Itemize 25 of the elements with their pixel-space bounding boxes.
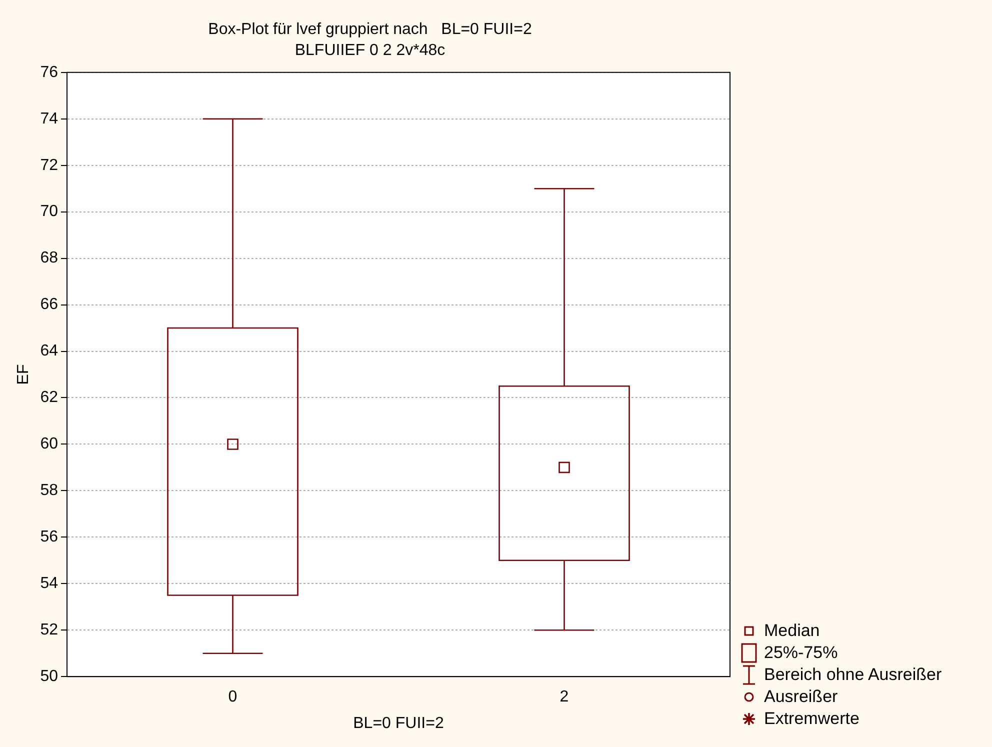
y-tick-label: 64 (40, 342, 58, 360)
x-axis-title: BL=0 FUII=2 (353, 714, 444, 732)
y-tick-label: 72 (40, 156, 58, 174)
text: Bereich ohne Ausreißer (764, 664, 942, 686)
y-tick-label: 74 (40, 110, 58, 128)
x-tick-label: 0 (228, 688, 238, 706)
y-tick-label: 50 (40, 668, 58, 686)
y-tick-label: 60 (40, 436, 58, 453)
y-axis-title: EF (15, 364, 32, 385)
y-tick-label: 68 (40, 250, 58, 267)
text: Median (764, 620, 820, 642)
y-tick-label: 70 (40, 203, 58, 220)
y-tick-label: 54 (40, 575, 58, 592)
text: Ausreißer (764, 686, 838, 708)
text: 25%-75% (764, 642, 838, 664)
y-tick-label: 76 (40, 64, 58, 81)
y-tick-label: 56 (40, 528, 58, 546)
y-tick-label: 66 (40, 296, 58, 314)
chart-subtitle: BLFUIIEF 0 2 2v*48c (294, 42, 446, 60)
y-tick-label: 58 (40, 482, 58, 500)
y-tick-label: 62 (40, 389, 58, 406)
text: Extremwerte (764, 708, 860, 730)
x-tick-label: 2 (560, 688, 569, 706)
y-tick-label: 52 (40, 622, 58, 639)
chart-title: Box-Plot für lvef gruppiert nach BL=0 FUII=2 (208, 21, 532, 38)
